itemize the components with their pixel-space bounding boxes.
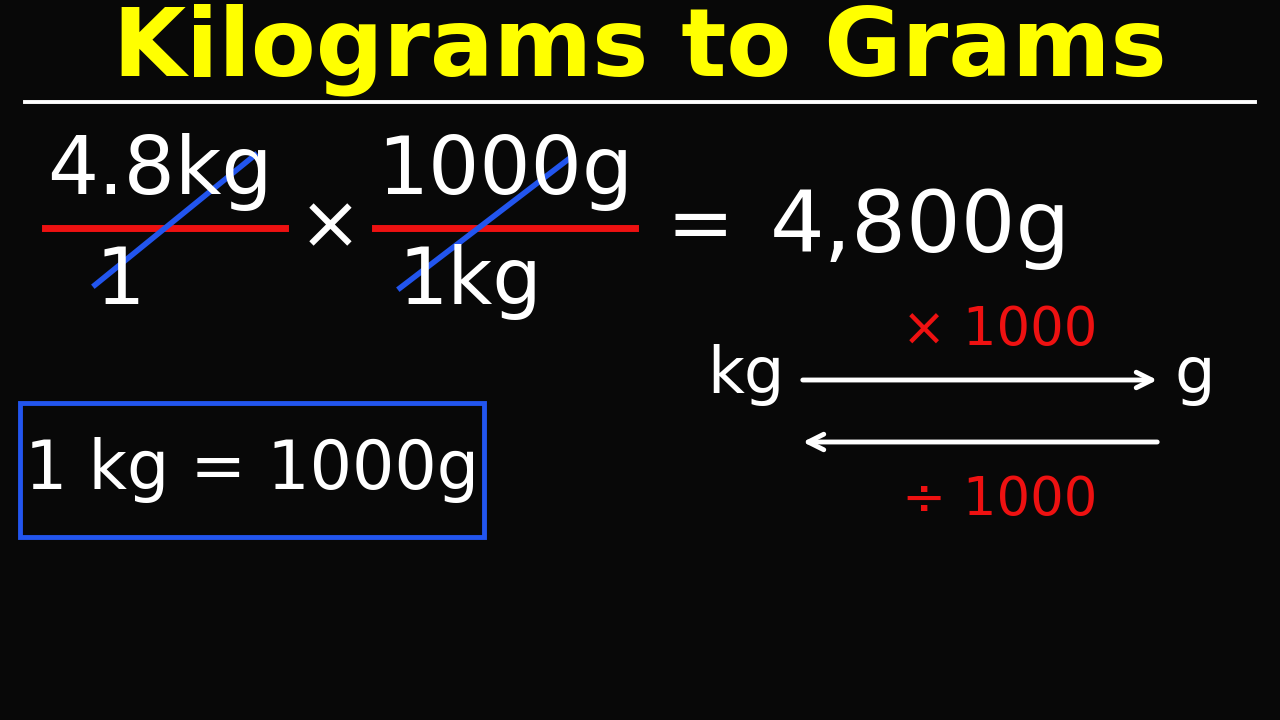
Text: ÷ 1000: ÷ 1000 [902,474,1098,526]
Text: g: g [1175,344,1216,406]
Text: 1 kg = 1000g: 1 kg = 1000g [26,437,479,503]
Text: =: = [667,189,733,267]
Text: Kilograms to Grams: Kilograms to Grams [113,4,1167,96]
Text: 4,800g: 4,800g [769,186,1070,269]
Text: 4.8kg: 4.8kg [47,133,273,211]
Text: 1: 1 [95,244,145,320]
Text: 1000g: 1000g [376,133,634,211]
Text: 1kg: 1kg [398,244,541,320]
Text: kg: kg [708,344,785,406]
Text: ×: × [298,192,361,264]
Text: × 1000: × 1000 [902,304,1098,356]
